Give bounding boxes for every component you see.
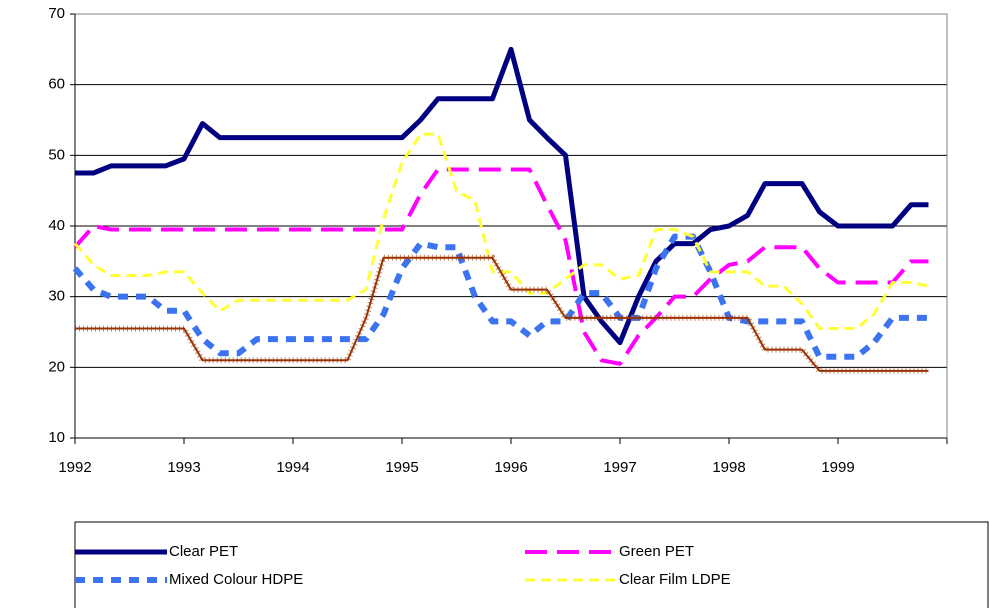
y-tick-label: 60 [48, 76, 65, 93]
x-tick-label: 1993 [167, 459, 200, 476]
y-tick-label: 40 [48, 217, 65, 234]
y-tick-label: 70 [48, 5, 65, 22]
x-tick-label: 1995 [385, 459, 418, 476]
legend-label: Clear Film LDPE [619, 571, 731, 588]
x-tick-label: 1997 [603, 459, 636, 476]
series-line-markers [75, 254, 929, 374]
x-tick-label: 1999 [821, 459, 854, 476]
series-line [75, 46, 929, 346]
legend-label: Green PET [619, 543, 694, 560]
x-tick-label: 1996 [494, 459, 527, 476]
y-tick-label: 30 [48, 288, 65, 305]
x-tick-label: 1994 [276, 459, 309, 476]
series-line [73, 167, 929, 366]
legend-label: Mixed Colour HDPE [169, 571, 303, 588]
y-tick-label: 20 [48, 358, 65, 375]
series-line [75, 256, 929, 372]
legend-box [74, 521, 989, 608]
x-tick-label: 1992 [58, 459, 91, 476]
y-tick-label: 50 [48, 146, 65, 163]
y-tick-label: 10 [48, 429, 65, 446]
legend-label: Clear PET [169, 543, 238, 560]
x-tick-label: 1998 [712, 459, 745, 476]
